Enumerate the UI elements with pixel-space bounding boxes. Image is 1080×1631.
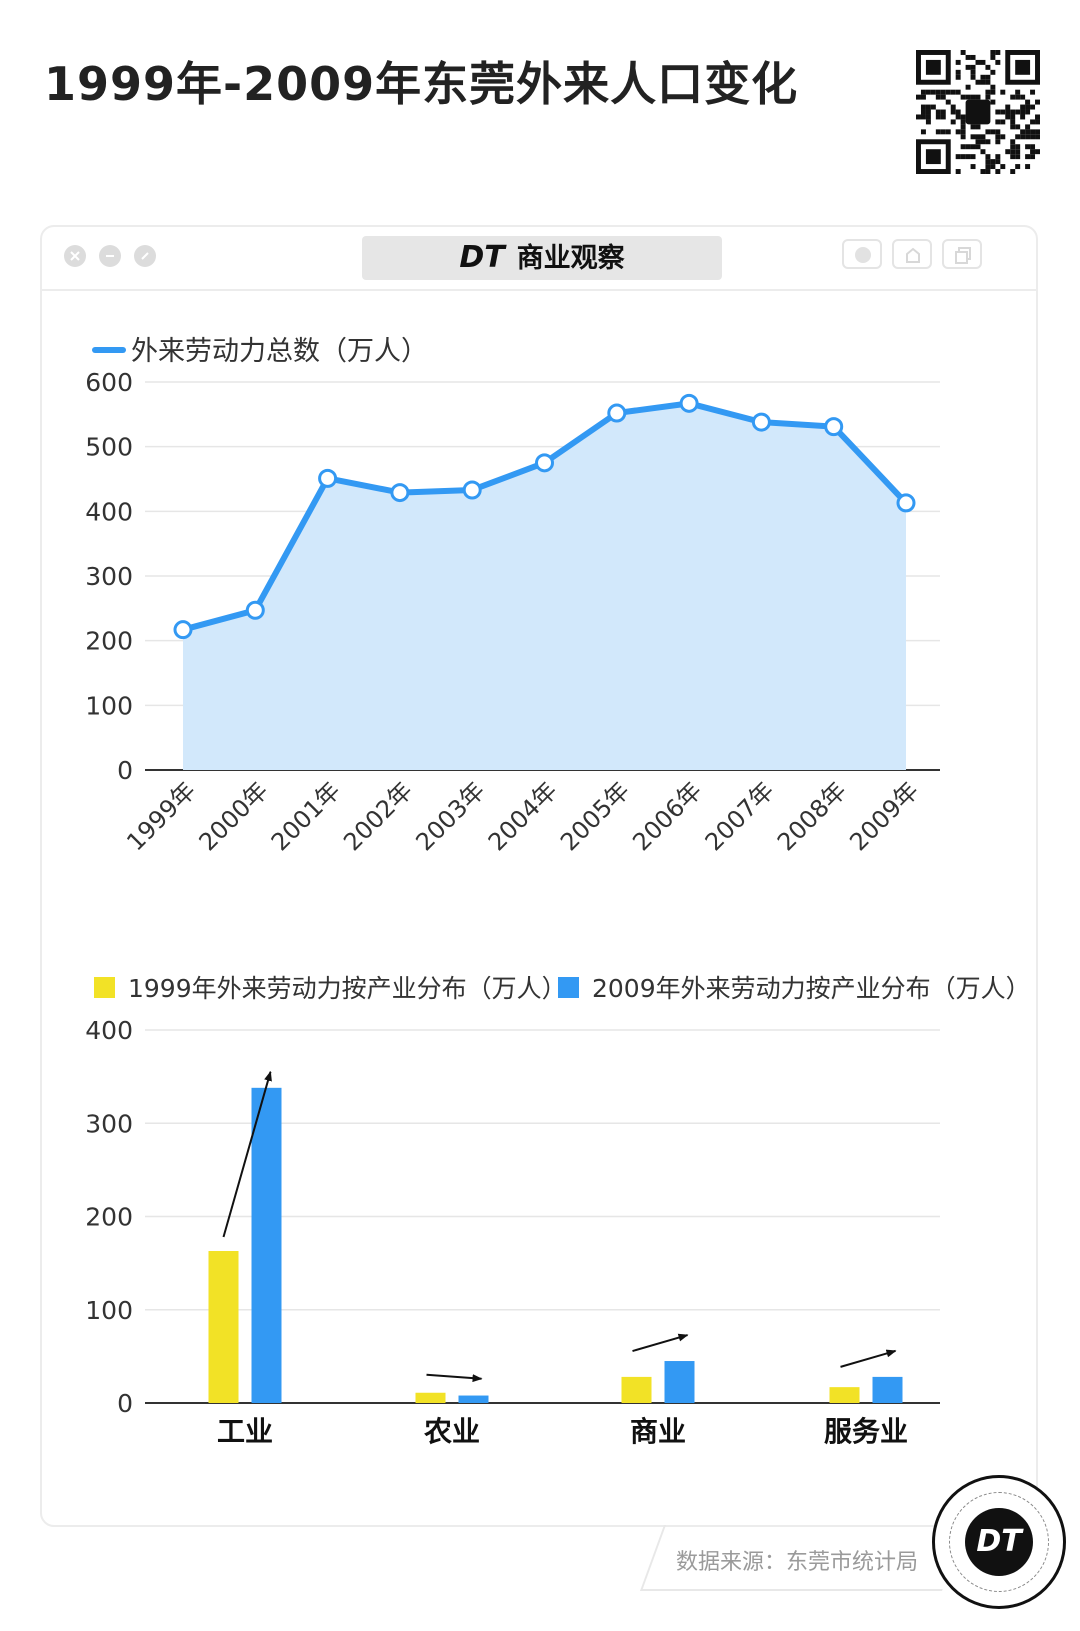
- x-tick-label: 2009年: [844, 776, 924, 856]
- close-icon[interactable]: [64, 245, 86, 267]
- x-tick-label: 2000年: [194, 776, 274, 856]
- legend-swatch-2009: [558, 977, 579, 998]
- bar-1999: [621, 1376, 652, 1403]
- y-tick-label: 200: [85, 1203, 133, 1232]
- x-category-label: 商业: [630, 1415, 686, 1448]
- y-tick-label: 100: [85, 1296, 133, 1325]
- x-tick-label: 2002年: [338, 776, 418, 856]
- x-tick-label: 2005年: [555, 776, 635, 856]
- y-tick-label: 300: [85, 562, 133, 591]
- legend-label-2009: 2009年外来劳动力按产业分布（万人）: [592, 974, 1031, 1003]
- bar-2009: [458, 1395, 489, 1403]
- x-tick-label: 2003年: [410, 776, 490, 856]
- x-category-label: 服务业: [824, 1415, 908, 1448]
- x-category-label: 工业: [217, 1415, 273, 1448]
- data-point: [679, 393, 699, 413]
- data-point: [173, 620, 193, 640]
- line-chart: 0 100 200 300 400 500 600 1999年2000年2001年2002年…: [85, 336, 940, 856]
- data-point: [318, 468, 338, 488]
- x-tick-label: 2001年: [266, 776, 346, 856]
- bar-1999: [415, 1392, 446, 1403]
- x-tick-label: 1999年: [121, 776, 201, 856]
- bar-2009: [872, 1376, 903, 1403]
- x-tick-label: 2006年: [627, 776, 707, 856]
- trend-arrow: [426, 1373, 483, 1383]
- trend-arrow: [632, 1333, 689, 1352]
- page-title: 1999年-2009年东莞外来人口变化: [44, 57, 799, 111]
- copy-icon[interactable]: [942, 239, 982, 269]
- y-tick-label: 500: [85, 433, 133, 462]
- area-fill: [183, 403, 906, 770]
- y-tick-label: 600: [85, 368, 133, 397]
- trend-arrow: [840, 1349, 897, 1368]
- data-point: [245, 600, 265, 620]
- legend-swatch-1999: [94, 977, 115, 998]
- minimize-icon[interactable]: [99, 245, 121, 267]
- bar-1999: [208, 1251, 239, 1403]
- data-point: [462, 480, 482, 500]
- y-tick-label: 400: [85, 1016, 133, 1045]
- legend-label: 外来劳动力总数（万人）: [131, 336, 428, 367]
- data-point: [751, 412, 771, 432]
- y-tick-label: 0: [117, 756, 133, 785]
- x-tick-label: 2004年: [483, 776, 563, 856]
- y-tick-label: 0: [117, 1389, 133, 1418]
- y-tick-label: 200: [85, 627, 133, 656]
- share-icon[interactable]: [892, 239, 932, 269]
- data-source: 数据来源：东莞市统计局: [676, 1550, 919, 1575]
- data-point: [607, 403, 627, 423]
- data-point: [390, 483, 410, 503]
- y-tick-label: 300: [85, 1109, 133, 1138]
- qr-code-icon[interactable]: [916, 50, 1040, 174]
- trend-arrow: [222, 1070, 272, 1238]
- legend-label-1999: 1999年外来劳动力按产业分布（万人）: [128, 974, 567, 1003]
- badge-logo: DT: [965, 1508, 1033, 1576]
- window-title: DT 商业观察: [362, 236, 722, 280]
- data-point: [896, 493, 916, 513]
- brand-title: 商业观察: [516, 243, 625, 274]
- dt-logo: DT: [459, 240, 505, 275]
- x-category-label: 农业: [423, 1415, 480, 1448]
- dt-badge-icon: DT: [932, 1475, 1066, 1609]
- record-icon[interactable]: [842, 239, 882, 269]
- bar-1999: [829, 1387, 860, 1403]
- data-point: [535, 453, 554, 473]
- y-tick-label: 100: [85, 691, 133, 720]
- window-header: DT 商业观察: [42, 227, 1036, 291]
- x-tick-label: 2008年: [772, 776, 852, 856]
- data-point: [824, 417, 844, 437]
- x-tick-label: 2007年: [700, 776, 780, 856]
- zoom-icon[interactable]: [134, 245, 156, 267]
- bar-chart: 0 100 200 300 400 工业 农业 商业 服务业 1999年外来劳动力按产业分布（…: [85, 974, 1031, 1448]
- bar-2009: [251, 1087, 282, 1403]
- bar-2009: [664, 1361, 695, 1403]
- y-tick-label: 400: [85, 497, 133, 526]
